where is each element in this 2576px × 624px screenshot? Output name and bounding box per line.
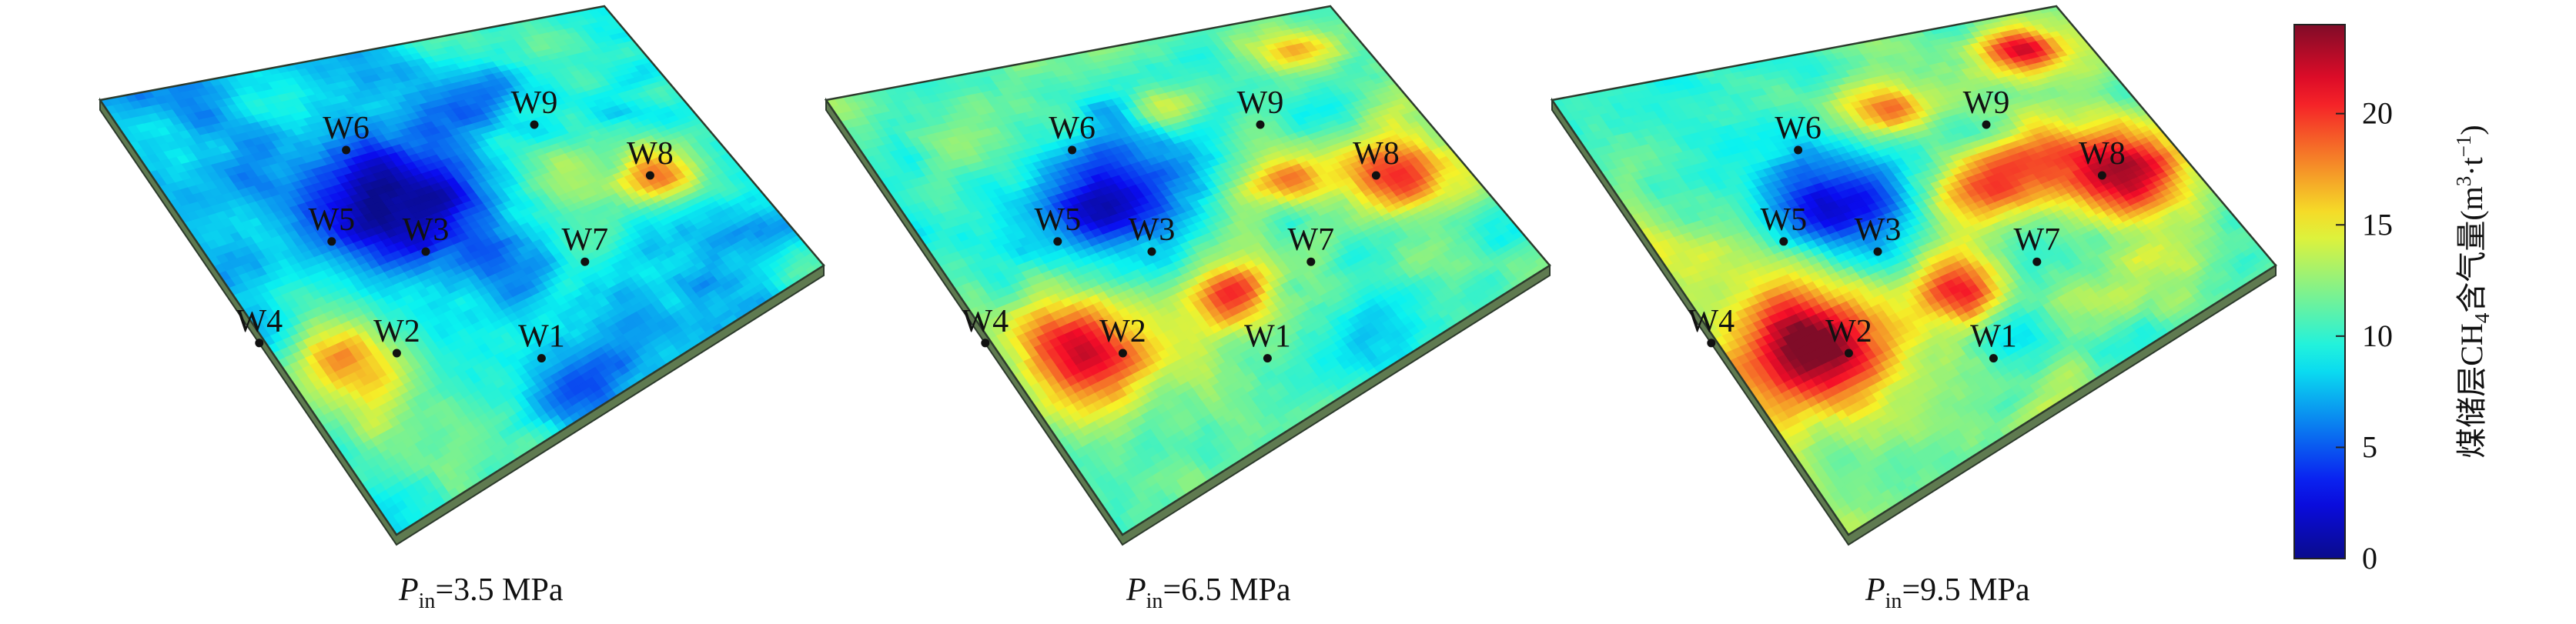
well-marker — [645, 171, 654, 180]
well-marker — [1263, 354, 1272, 363]
well-marker — [1306, 257, 1316, 266]
well-label: W4 — [1688, 304, 1735, 339]
well-label: W7 — [561, 222, 608, 258]
well-marker — [537, 354, 546, 363]
panel-caption: Pin=9.5 MPa — [1865, 572, 2030, 613]
panel-caption: Pin=6.5 MPa — [1126, 572, 1291, 613]
well-label: W5 — [1760, 202, 1807, 238]
well-label: W5 — [308, 202, 355, 238]
colorbar: 0 5 10 15 20 煤储层CH4含气量(m3·t−1) — [2293, 24, 2494, 576]
well-marker — [981, 339, 990, 348]
well-marker — [1147, 247, 1156, 256]
well-marker — [1118, 349, 1127, 358]
surface-field — [1552, 6, 2276, 535]
well-marker — [392, 349, 401, 358]
caption-group: Pin=3.5 MPa Pin=6.5 MPa Pin=9.5 MPa — [398, 572, 2030, 613]
well-label: W3 — [1855, 212, 1902, 248]
well-marker — [1989, 354, 1998, 363]
colorbar-ticks: 0 5 10 15 20 — [2336, 96, 2393, 576]
well-label: W9 — [1963, 85, 2010, 121]
well-label: W4 — [962, 304, 1009, 339]
well-marker — [1779, 237, 1788, 246]
surface-field — [826, 6, 1550, 535]
well-label: W2 — [373, 314, 420, 349]
colorbar-gradient — [2293, 24, 2346, 559]
well-label: W1 — [1970, 319, 2017, 355]
well-marker — [1053, 237, 1062, 246]
surface-field — [100, 6, 824, 535]
well-label: W2 — [1099, 314, 1146, 349]
well-label: W6 — [323, 111, 370, 146]
well-marker — [1794, 145, 1803, 155]
well-label: W1 — [518, 319, 565, 355]
well-marker — [327, 237, 336, 246]
well-marker — [1371, 171, 1380, 180]
well-marker — [255, 339, 264, 348]
colorbar-tick-label: 10 — [2362, 319, 2393, 353]
surface-panel: W6 W9 W8 W5 W3 W7 W4 W2 W1 — [1550, 5, 2277, 546]
surface-outline — [824, 5, 1551, 536]
well-label: W6 — [1775, 111, 1822, 146]
well-marker — [530, 120, 539, 129]
well-marker — [1068, 145, 1077, 155]
well-label: W3 — [1129, 212, 1176, 248]
well-label: W6 — [1049, 111, 1096, 146]
well-marker — [2032, 257, 2042, 266]
well-label: W9 — [511, 85, 558, 121]
surface-outline — [1550, 5, 2277, 536]
colorbar-tick-label: 15 — [2362, 207, 2393, 242]
well-label: W7 — [2013, 222, 2060, 258]
well-marker — [1707, 339, 1716, 348]
well-label: W4 — [236, 304, 283, 339]
well-label: W7 — [1287, 222, 1334, 258]
well-marker — [1873, 247, 1882, 256]
panel-group: W6 W9 W8 W5 W3 W7 W4 W2 W1 W6 W9 W8 W5 W3 W7 W4 W2 W1 W6 W9… — [98, 5, 2277, 546]
panel-caption: Pin=3.5 MPa — [398, 572, 564, 613]
colorbar-tick-label: 20 — [2362, 96, 2393, 131]
surface-panel: W6 W9 W8 W5 W3 W7 W4 W2 W1 — [824, 5, 1551, 546]
well-label: W8 — [1353, 136, 1400, 172]
well-label: W5 — [1034, 202, 1081, 238]
colorbar-tick-label: 0 — [2362, 541, 2377, 576]
surface-panel: W6 W9 W8 W5 W3 W7 W4 W2 W1 — [98, 5, 825, 546]
well-marker — [1844, 349, 1853, 358]
well-label: W8 — [627, 136, 674, 172]
well-marker — [342, 145, 351, 155]
well-label: W1 — [1244, 319, 1291, 355]
colorbar-tick-label: 5 — [2362, 429, 2377, 464]
well-marker — [1982, 120, 1991, 129]
well-label: W9 — [1237, 85, 1284, 121]
well-marker — [2097, 171, 2106, 180]
well-label: W8 — [2079, 136, 2126, 172]
surface-outline — [98, 5, 825, 536]
well-label: W3 — [403, 212, 450, 248]
well-marker — [421, 247, 430, 256]
well-marker — [580, 257, 590, 266]
well-marker — [1256, 120, 1265, 129]
colorbar-title: 煤储层CH4含气量(m3·t−1) — [2452, 125, 2494, 459]
well-label: W2 — [1825, 314, 1872, 349]
